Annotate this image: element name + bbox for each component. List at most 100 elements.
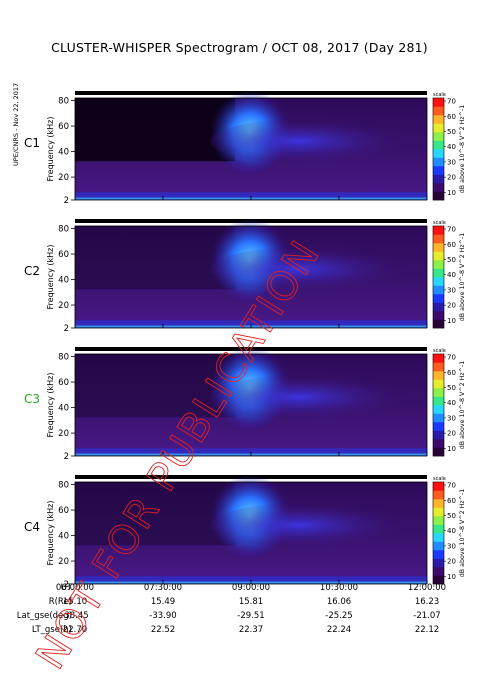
quiet-region — [75, 482, 235, 546]
colorbar-tick-label: 20 — [447, 174, 456, 182]
y-tick-label: 40 — [58, 404, 69, 414]
colorbar-segment — [433, 388, 444, 397]
colorbar-label: dB above 10^-8 V^2 Hz^-1 — [459, 105, 466, 193]
colorbar-segment — [433, 396, 444, 406]
colorbar-scale-label: scale — [433, 476, 446, 482]
colorbar-tick-label: 20 — [447, 302, 456, 310]
colorbar-scale-label: scale — [433, 220, 446, 226]
colorbar-segment — [433, 106, 444, 116]
y-tick-label: 20 — [58, 557, 69, 567]
colorbar-segment — [433, 251, 444, 261]
y-tick-label: 40 — [58, 276, 69, 286]
colorbar-segment — [433, 482, 444, 491]
colorbar-segment — [433, 243, 444, 252]
x-row-value: 22.37 — [238, 625, 264, 635]
colorbar-tick-label: 70 — [447, 482, 456, 490]
colorbar-tick-label: 60 — [447, 241, 456, 249]
colorbar-segment — [433, 174, 444, 184]
x-row-value: 16.06 — [326, 597, 352, 607]
x-row-value: -29.51 — [237, 611, 265, 621]
y-tick-label: 40 — [58, 532, 69, 542]
colorbar-frame — [432, 97, 445, 201]
x-row-value: -33.90 — [149, 611, 177, 621]
y-tick-label: 2 — [64, 452, 69, 462]
quiet-region — [75, 354, 235, 418]
y-tick-label: 2 — [64, 580, 69, 590]
colorbar-segment — [433, 260, 444, 269]
colorbar-tick-label: 30 — [447, 542, 456, 550]
colorbar-segment — [433, 362, 444, 372]
colorbar-segment — [433, 191, 444, 201]
colorbar-tick-label: 10 — [447, 317, 456, 325]
colorbar-label: dB above 10^-8 V^2 Hz^-1 — [459, 361, 466, 449]
y-tick-label: 40 — [58, 148, 69, 158]
x-row-label: LT_gse(h) — [31, 625, 72, 635]
y-tick-label: 20 — [58, 429, 69, 439]
x-row-value: 07:30:00 — [143, 583, 183, 593]
y-tick-label: 80 — [58, 481, 69, 491]
spectrogram-c1: 2 20 40 60 80 Frequency (kHz) 10 20 30 40 50 60 70sc… — [46, 91, 466, 206]
colorbar-segment — [433, 422, 444, 431]
y-tick-label: 60 — [58, 250, 69, 260]
y-tick-label: 20 — [58, 173, 69, 183]
colorbar-segment — [433, 379, 444, 389]
colorbar-segment — [433, 319, 444, 329]
colorbar-segment — [433, 499, 444, 508]
colorbar-segment — [433, 311, 444, 320]
panel-label: C1 — [24, 136, 41, 150]
colorbar-tick-label: 20 — [447, 558, 456, 566]
y-axis-label: Frequency (kHz) — [46, 117, 55, 182]
colorbar-tick-label: 50 — [447, 128, 456, 136]
colorbar-segment — [433, 132, 444, 141]
colorbar-tick-label: 40 — [447, 527, 456, 535]
colorbar-tick-label: 60 — [447, 113, 456, 121]
page-title: CLUSTER-WHISPER Spectrogram / OCT 08, 20… — [51, 40, 428, 55]
colorbar-segment — [433, 524, 444, 534]
side-label-text: UPE/CNRS - Nov 22, 2017 — [12, 83, 20, 166]
colorbar-segment — [433, 371, 444, 380]
colorbar-segment — [433, 302, 444, 312]
colorbar-segment — [433, 550, 444, 559]
y-axis-label: Frequency (kHz) — [46, 501, 55, 566]
colorbar-tick-label: 40 — [447, 143, 456, 151]
colorbar-segment — [433, 490, 444, 500]
colorbar-segment — [433, 268, 444, 278]
spectrogram-c3: 2 20 40 60 80 Frequency (kHz) 10 20 30 40 50 60 70sc… — [46, 347, 466, 462]
y-tick-label: 60 — [58, 122, 69, 132]
colorbar-segment — [433, 294, 444, 303]
colorbar-segment — [433, 575, 444, 585]
colorbar-segment — [433, 516, 444, 525]
colorbar-segment — [433, 405, 444, 414]
quiet-region — [75, 98, 235, 162]
y-tick-label: 20 — [58, 301, 69, 311]
colorbar-segment — [433, 277, 444, 286]
y-tick-label: 80 — [58, 97, 69, 107]
side-label: UPE/CNRS - Nov 22, 2017 — [12, 83, 20, 166]
colorbar-tick-label: 40 — [447, 399, 456, 407]
y-tick-label: 2 — [64, 324, 69, 334]
colorbar-segment — [433, 166, 444, 175]
x-row-label: R(Re) — [48, 597, 72, 607]
x-row-label: UT — [60, 583, 72, 593]
spectrogram-c4: 2 20 40 60 80 Frequency (kHz) 10 20 30 40 50 60 70sc… — [46, 475, 466, 590]
panel-label: C3 — [24, 392, 41, 406]
colorbar-tick-label: 70 — [447, 354, 456, 362]
x-row-value: 22.52 — [150, 625, 176, 635]
colorbar-tick-label: 40 — [447, 271, 456, 279]
colorbar-scale-label: scale — [433, 92, 446, 98]
x-row-value: -21.07 — [413, 611, 441, 621]
y-tick-label: 80 — [58, 353, 69, 363]
colorbar-segment — [433, 439, 444, 448]
emission-tail — [210, 117, 430, 166]
x-row-value: 06:00:00 — [55, 583, 95, 593]
x-row-value: 15.81 — [238, 597, 264, 607]
colorbar-tick-label: 50 — [447, 256, 456, 264]
x-row-value: 15.10 — [62, 597, 88, 607]
colorbar-segment — [433, 226, 444, 235]
colorbar-tick-label: 30 — [447, 414, 456, 422]
colorbar-tick-label: 10 — [447, 573, 456, 581]
panel-label: C2 — [24, 264, 41, 278]
colorbar-segment — [433, 157, 444, 167]
colorbar-tick-label: 10 — [447, 445, 456, 453]
x-row-value: 09:00:00 — [231, 583, 271, 593]
